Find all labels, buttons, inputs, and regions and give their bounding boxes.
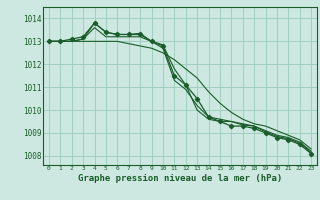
X-axis label: Graphe pression niveau de la mer (hPa): Graphe pression niveau de la mer (hPa) xyxy=(78,174,282,183)
